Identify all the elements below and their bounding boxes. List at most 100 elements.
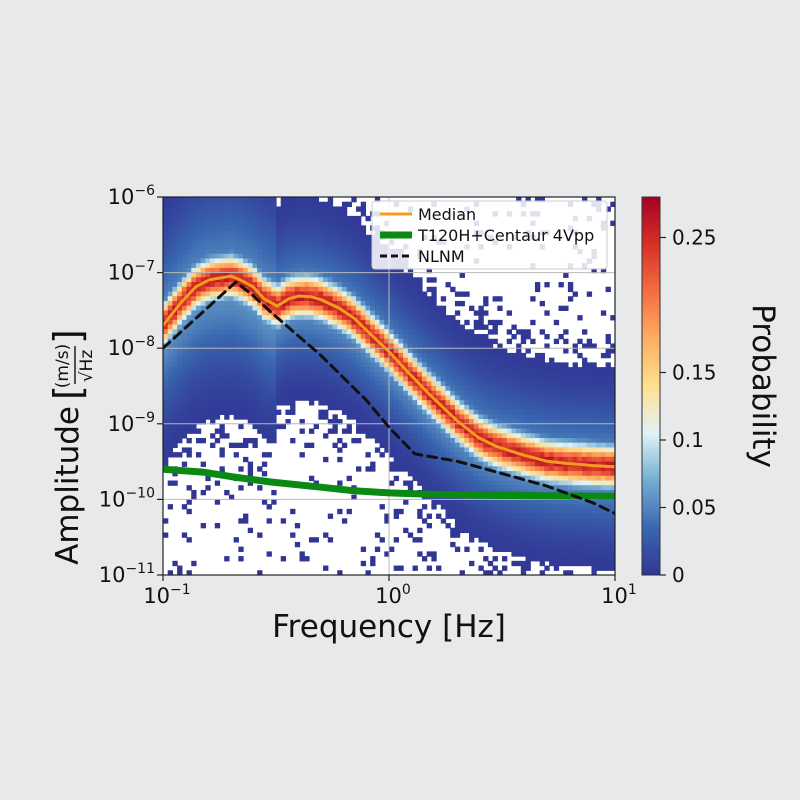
heatmap-cell bbox=[440, 423, 447, 430]
heatmap-cell bbox=[177, 296, 183, 302]
heatmap-cell bbox=[497, 423, 503, 430]
heatmap-cell bbox=[553, 532, 560, 538]
heatmap-cell bbox=[186, 348, 192, 354]
heatmap-cell bbox=[243, 215, 249, 222]
heatmap-cell bbox=[308, 248, 315, 255]
heatmap-cell bbox=[572, 532, 578, 538]
heatmap-cell bbox=[436, 428, 442, 434]
heatmap-cell bbox=[567, 442, 574, 449]
heatmap-cell bbox=[290, 437, 296, 444]
heatmap-cell bbox=[200, 248, 206, 255]
heatmap-cell bbox=[360, 211, 367, 217]
heatmap-cell bbox=[318, 390, 324, 397]
heatmap-cell bbox=[379, 419, 385, 425]
heatmap-cell bbox=[459, 400, 465, 406]
heatmap-cell bbox=[163, 300, 169, 307]
heatmap-cell bbox=[492, 485, 498, 491]
heatmap-cell bbox=[511, 541, 517, 548]
heatmap-cell bbox=[506, 390, 513, 397]
heatmap-cell bbox=[605, 390, 611, 397]
x-axis-label: Frequency [Hz] bbox=[272, 609, 506, 645]
heatmap-cell bbox=[370, 556, 376, 562]
heatmap-cell bbox=[186, 343, 192, 349]
heatmap-cell bbox=[191, 225, 197, 231]
heatmap-cell bbox=[167, 324, 174, 330]
heatmap-cell bbox=[610, 428, 615, 434]
heatmap-cell bbox=[511, 466, 517, 472]
heatmap-cell bbox=[167, 230, 174, 236]
heatmap-cell bbox=[299, 211, 305, 217]
heatmap-cell bbox=[337, 234, 343, 241]
heatmap-cell bbox=[163, 296, 169, 302]
heatmap-cell bbox=[346, 319, 352, 326]
heatmap-cell bbox=[483, 338, 489, 345]
heatmap-cell bbox=[473, 423, 480, 430]
heatmap-cell bbox=[412, 296, 418, 302]
heatmap-cell bbox=[214, 300, 221, 307]
heatmap-cell bbox=[304, 239, 310, 245]
heatmap-cell bbox=[341, 352, 348, 359]
heatmap-cell bbox=[478, 338, 484, 345]
heatmap-cell bbox=[445, 367, 451, 373]
heatmap-cell bbox=[511, 546, 517, 552]
heatmap-cell bbox=[341, 348, 348, 354]
heatmap-cell bbox=[393, 508, 400, 515]
heatmap-cell bbox=[389, 338, 395, 345]
heatmap-cell bbox=[243, 263, 249, 269]
heatmap-cell bbox=[478, 367, 484, 373]
heatmap-cell bbox=[257, 225, 263, 231]
heatmap-cell bbox=[596, 532, 602, 538]
heatmap-cell bbox=[167, 419, 174, 425]
heatmap-cell bbox=[341, 201, 348, 208]
heatmap-cell bbox=[214, 258, 221, 264]
heatmap-cell bbox=[323, 215, 329, 222]
heatmap-cell bbox=[582, 395, 588, 401]
heatmap-cell bbox=[257, 267, 263, 274]
heatmap-cell bbox=[346, 409, 352, 415]
heatmap-cell bbox=[596, 508, 602, 515]
heatmap-cell bbox=[224, 414, 230, 420]
heatmap-cell bbox=[384, 362, 390, 368]
heatmap-cell bbox=[186, 367, 192, 373]
heatmap-cell bbox=[172, 296, 178, 302]
heatmap-cell bbox=[163, 395, 169, 401]
heatmap-cell bbox=[398, 272, 404, 278]
heatmap-cell bbox=[436, 442, 442, 449]
heatmap-cell bbox=[454, 319, 461, 326]
heatmap-cell bbox=[243, 348, 249, 354]
heatmap-cell bbox=[478, 447, 484, 453]
heatmap-cell bbox=[605, 565, 611, 571]
heatmap-cell bbox=[379, 329, 385, 335]
heatmap-cell bbox=[379, 428, 385, 434]
heatmap-cell bbox=[431, 471, 437, 477]
heatmap-cell bbox=[398, 277, 404, 283]
heatmap-cell bbox=[553, 400, 560, 406]
heatmap-cell bbox=[445, 504, 451, 510]
heatmap-cell bbox=[586, 456, 593, 463]
heatmap-cell bbox=[266, 504, 272, 510]
heatmap-cell bbox=[177, 206, 183, 212]
heatmap-cell bbox=[539, 560, 545, 567]
heatmap-cell bbox=[445, 437, 451, 444]
heatmap-cell bbox=[299, 419, 305, 425]
heatmap-cell bbox=[261, 234, 268, 241]
heatmap-cell bbox=[332, 310, 338, 316]
heatmap-cell bbox=[280, 248, 287, 255]
heatmap-cell bbox=[219, 201, 225, 208]
heatmap-cell bbox=[525, 381, 531, 387]
heatmap-cell bbox=[520, 419, 527, 425]
heatmap-cell bbox=[473, 343, 480, 349]
heatmap-cell bbox=[544, 456, 550, 463]
heatmap-cell bbox=[398, 319, 404, 326]
heatmap-cell bbox=[591, 343, 597, 349]
heatmap-cell bbox=[459, 386, 465, 392]
heatmap-cell bbox=[403, 348, 409, 354]
heatmap-cell bbox=[421, 456, 428, 463]
heatmap-cell bbox=[549, 447, 555, 453]
heatmap-cell bbox=[591, 414, 597, 420]
heatmap-cell bbox=[252, 291, 258, 297]
heatmap-cell bbox=[191, 234, 197, 241]
heatmap-cell bbox=[337, 395, 343, 401]
heatmap-cell bbox=[266, 376, 272, 382]
heatmap-cell bbox=[341, 371, 348, 378]
